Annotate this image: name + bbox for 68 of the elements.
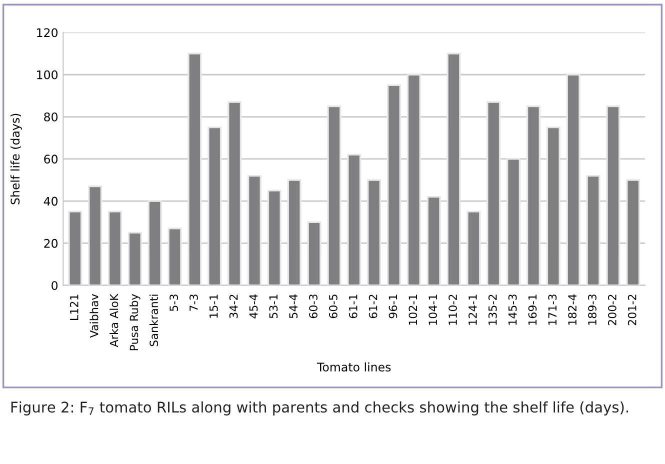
bar xyxy=(307,221,322,286)
x-tick-label: Pusa Ruby xyxy=(130,294,140,350)
bar xyxy=(486,101,501,286)
x-tick-label: 7-3 xyxy=(190,294,198,311)
y-tick-label: 120 xyxy=(37,28,58,38)
bar xyxy=(546,126,560,286)
y-tick-label: 100 xyxy=(37,70,58,80)
x-tick-label: 15-1 xyxy=(210,294,218,318)
x-tick-label: 54-4 xyxy=(289,294,298,318)
bar xyxy=(287,179,302,286)
x-tick-label: 61-2 xyxy=(368,294,378,318)
y-tick-label: 80 xyxy=(44,112,58,122)
bar xyxy=(586,174,600,286)
bar xyxy=(406,74,421,286)
x-tick-label: 135-2 xyxy=(488,294,497,325)
bar xyxy=(426,196,441,286)
bar xyxy=(148,200,162,286)
bar xyxy=(347,154,362,286)
bar xyxy=(68,210,82,286)
x-tick-label: Arka AloK xyxy=(110,293,118,348)
bar xyxy=(108,210,122,286)
y-axis-title: Shelf life (days) xyxy=(10,114,22,204)
y-tick-label: 60 xyxy=(44,154,58,164)
bar xyxy=(247,174,262,286)
y-tick-label: 0 xyxy=(52,281,58,290)
bar xyxy=(228,101,242,286)
x-tick-label: 182-4 xyxy=(568,294,577,325)
x-tick-label: 124-1 xyxy=(468,294,477,325)
x-tick-label: L121 xyxy=(70,294,78,320)
x-tick-label: 102-1 xyxy=(408,294,418,325)
bar xyxy=(88,185,102,286)
bar xyxy=(446,52,461,286)
x-tick-label: 201-2 xyxy=(628,294,636,326)
x-tick-label: 145-3 xyxy=(508,294,517,325)
x-tick-label: 110-2 xyxy=(448,294,457,325)
bar xyxy=(466,210,481,286)
x-tick-label: 45-4 xyxy=(249,294,258,318)
x-tick-label: 171-3 xyxy=(548,294,557,325)
x-axis-title: Tomato lines xyxy=(316,362,391,372)
bar xyxy=(128,232,142,286)
x-tick-label: 96-1 xyxy=(388,294,398,318)
bar xyxy=(327,105,342,286)
y-tick-label: 20 xyxy=(44,238,58,248)
x-tick-label: Vaibhav xyxy=(90,294,98,338)
x-tick-label: 104-1 xyxy=(428,294,438,325)
x-tick-label: 60-3 xyxy=(309,294,318,318)
bar xyxy=(566,74,580,286)
bar xyxy=(626,179,640,286)
bar xyxy=(367,179,382,286)
x-tick-label: 189-3 xyxy=(588,294,596,325)
x-tick-label: Sankranti xyxy=(149,294,158,346)
x-tick-label: 61-1 xyxy=(348,294,358,318)
x-tick-label: 5-3 xyxy=(170,294,178,311)
bar xyxy=(208,126,222,286)
bar xyxy=(606,105,620,286)
y-tick-label: 40 xyxy=(44,196,58,206)
x-tick-label: 169-1 xyxy=(528,294,537,325)
x-tick-label: 53-1 xyxy=(269,294,278,318)
bar xyxy=(526,105,540,286)
bar xyxy=(267,190,282,286)
x-tick-label: 34-2 xyxy=(229,294,238,318)
bar xyxy=(386,84,401,286)
bar xyxy=(188,52,202,286)
caption: Figure 2: F$_{7}$ tomato RILs along with parents and checks showing the shelf life (days). xyxy=(11,401,628,416)
x-tick-label: 200-2 xyxy=(608,294,616,326)
x-tick-label: 60-5 xyxy=(329,294,338,318)
bar xyxy=(168,228,182,286)
bar xyxy=(506,158,521,286)
